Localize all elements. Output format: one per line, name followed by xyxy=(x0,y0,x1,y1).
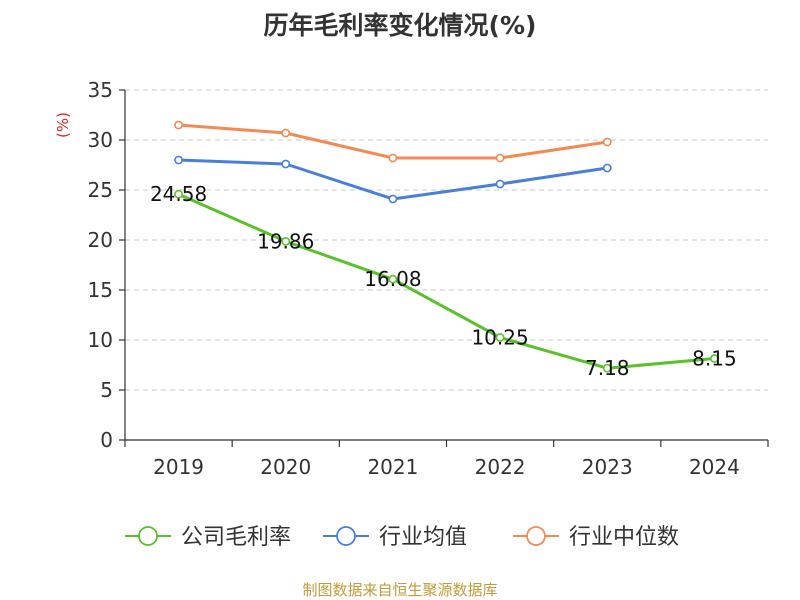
data-point xyxy=(388,153,398,163)
data-point xyxy=(495,179,505,189)
y-tick-label: 0 xyxy=(100,428,113,452)
data-point xyxy=(602,363,612,373)
y-tick-label: 5 xyxy=(100,378,113,402)
x-tick-label: 2023 xyxy=(582,455,633,479)
y-tick-label: 20 xyxy=(88,228,113,252)
legend-marker xyxy=(138,526,158,546)
data-point xyxy=(495,153,505,163)
x-tick-label: 2022 xyxy=(475,455,526,479)
series-line xyxy=(178,123,608,160)
y-tick-label: 25 xyxy=(88,178,113,202)
legend-label: 行业中位数 xyxy=(569,525,679,550)
x-tick-label: 2019 xyxy=(153,455,204,479)
data-point xyxy=(495,333,505,342)
data-point xyxy=(602,137,612,147)
data-point xyxy=(174,189,183,199)
legend-marker xyxy=(526,526,546,546)
y-tick-label: 15 xyxy=(88,278,113,302)
data-point xyxy=(388,194,398,204)
x-tick-label: 2021 xyxy=(367,455,418,479)
data-label: 10.25 xyxy=(471,326,528,350)
series-line xyxy=(177,192,715,370)
y-axis-label: (%) xyxy=(54,112,72,138)
y-tick-label: 30 xyxy=(88,128,113,152)
data-point xyxy=(710,354,719,363)
data-label: 19.86 xyxy=(257,229,314,253)
legend-label: 行业均值 xyxy=(379,525,467,550)
chart-title: 历年毛利率变化情况(%) xyxy=(263,11,537,40)
legend-marker xyxy=(336,526,356,546)
y-tick-label: 10 xyxy=(88,328,113,352)
data-label: 7.18 xyxy=(585,356,630,380)
data-point xyxy=(388,274,398,284)
data-label: 24.58 xyxy=(150,182,207,206)
data-point xyxy=(281,236,291,246)
data-point xyxy=(602,163,612,173)
data-label: 8.15 xyxy=(692,347,737,371)
data-point xyxy=(174,155,183,165)
legend-label: 公司毛利率 xyxy=(181,525,291,550)
source-note: 制图数据来自恒生聚源数据库 xyxy=(302,581,498,599)
x-tick-label: 2024 xyxy=(689,455,740,479)
y-tick-label: 35 xyxy=(88,78,113,102)
series-line xyxy=(178,158,608,201)
x-tick-label: 2020 xyxy=(260,455,311,479)
data-label: 16.08 xyxy=(364,267,421,291)
data-point xyxy=(281,159,291,169)
data-point xyxy=(174,120,183,130)
data-point xyxy=(281,128,291,138)
